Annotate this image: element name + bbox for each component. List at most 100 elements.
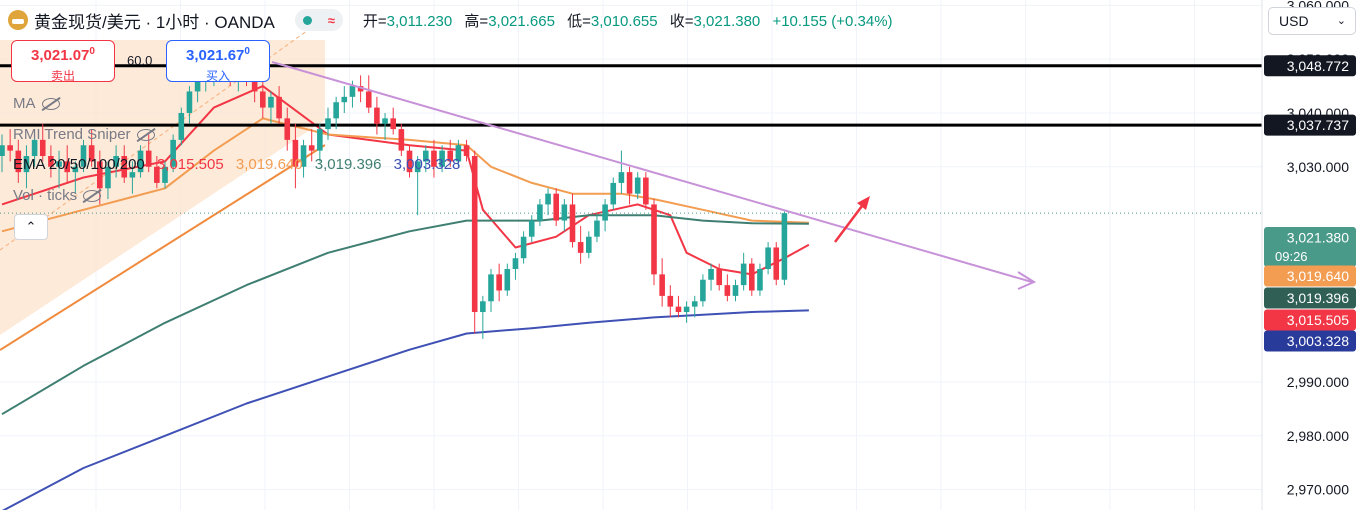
candle-body	[724, 285, 731, 296]
candle-body	[268, 96, 274, 108]
indicator-rmi-label: RMI Trend Sniper	[13, 126, 131, 143]
ema-label: EMA 20/50/100/200	[13, 156, 145, 173]
axis-tick-label: 2,970.000	[1287, 482, 1349, 498]
chevron-up-icon: ⌃	[25, 219, 37, 234]
candle-body	[423, 150, 429, 162]
candle-body	[317, 129, 323, 151]
candle-body	[757, 268, 763, 291]
market-status[interactable]: ≈	[294, 9, 343, 31]
currency-value: USD	[1279, 13, 1309, 29]
eye-hidden-icon[interactable]	[136, 128, 155, 141]
indicator-ema[interactable]: EMA 20/50/100/200 3,015.505 3,019.640 3,…	[13, 156, 468, 173]
candle-body	[56, 161, 62, 167]
candle-body	[105, 166, 111, 189]
eye-hidden-icon[interactable]	[83, 189, 102, 202]
candle-body	[740, 263, 747, 286]
candle-body	[7, 145, 13, 151]
candle-body	[414, 161, 421, 173]
candle-body	[72, 166, 79, 173]
ema-line	[1, 309, 809, 510]
candle-body	[80, 145, 87, 167]
candle-body	[447, 150, 454, 162]
candle-body	[325, 118, 331, 130]
candle-body	[0, 145, 5, 157]
candle-body	[178, 112, 185, 140]
candle-body	[15, 150, 22, 173]
candle-body	[594, 220, 600, 237]
indicator-vol[interactable]: Vol · ticks	[13, 187, 102, 204]
price-label-bg	[1264, 114, 1356, 136]
candle-body	[463, 145, 470, 157]
candle-body	[145, 150, 152, 167]
candle-body	[683, 306, 690, 313]
high-label: 高=	[464, 12, 489, 30]
candle-body	[48, 156, 54, 167]
candle-body	[643, 177, 649, 205]
candle-body	[528, 220, 535, 237]
indicator-rmi[interactable]: RMI Trend Sniper	[13, 126, 155, 143]
indicator-ma[interactable]: MA	[13, 95, 60, 112]
ema100-value: 3,019.396	[314, 156, 382, 173]
high-value: 3,021.665	[488, 12, 555, 30]
candle-body	[194, 75, 201, 92]
price-label-text: 3,037.737	[1287, 117, 1349, 133]
sell-price: 3,021.07	[31, 47, 90, 64]
currency-select[interactable]: USD ⌄	[1268, 7, 1356, 35]
candle-body	[398, 129, 405, 151]
symbol-title[interactable]: 黄金现货/美元 · 1小时 · OANDA	[34, 12, 275, 32]
buy-button[interactable]: 3,021.670 买入	[166, 40, 270, 83]
indicator-ma-label: MA	[13, 95, 36, 112]
candle-body	[113, 156, 119, 167]
candle-body	[431, 150, 437, 167]
candle-body	[97, 161, 103, 189]
price-label-text: 3,048.772	[1287, 58, 1349, 74]
candle-body	[300, 145, 307, 167]
candle-body	[390, 118, 396, 130]
candle-body	[716, 268, 722, 286]
buy-price: 3,021.67	[186, 47, 245, 64]
buy-label: 买入	[205, 69, 230, 83]
candle-body	[341, 96, 348, 103]
close-value: 3,021.380	[693, 12, 761, 30]
collapse-legend-button[interactable]: ⌃	[14, 214, 48, 240]
change-value: +10.155 (+0.34%)	[772, 12, 893, 30]
breakout-arrow-head	[857, 196, 870, 210]
eye-hidden-icon[interactable]	[41, 97, 60, 110]
candle-body	[162, 166, 168, 183]
price-label-bg	[1264, 287, 1356, 309]
sell-button[interactable]: 3,021.070 卖出	[11, 40, 115, 83]
candle-body	[64, 161, 70, 173]
candle-body	[333, 102, 339, 119]
candle-body	[284, 118, 291, 140]
realtime-wave-icon: ≈	[327, 12, 335, 28]
candle-body	[667, 295, 674, 307]
axis-tick-label: 3,030.000	[1287, 159, 1349, 175]
price-label-bg	[1264, 330, 1356, 352]
chevron-down-icon: ⌄	[1336, 15, 1346, 27]
ema-line	[1, 117, 809, 233]
drawings[interactable]	[271, 61, 1037, 290]
trend-arrow-head	[1017, 271, 1037, 290]
candle-body	[365, 91, 372, 108]
price-label-bg	[1264, 55, 1356, 77]
candle-body	[700, 279, 706, 302]
channel-lower-line	[0, 144, 326, 351]
candle-body	[374, 107, 380, 124]
candle-body	[308, 145, 315, 151]
buy-price-super: 0	[244, 46, 250, 57]
candle-body	[561, 204, 568, 221]
candle-body	[773, 247, 780, 280]
price-label-bg	[1264, 227, 1356, 267]
chart-header: 黄金现货/美元 · 1小时 · OANDA ≈ 开=3,011.230 高=3,…	[8, 9, 893, 32]
candle-body	[349, 86, 356, 97]
candle-body	[488, 274, 494, 302]
open-value: 3,011.230	[386, 12, 453, 30]
candle-body	[781, 213, 788, 280]
breakout-arrow	[834, 201, 866, 243]
candle-body	[504, 268, 511, 291]
candle-body	[651, 204, 657, 275]
candle-body	[121, 156, 128, 178]
candle-body	[31, 139, 38, 157]
price-label-text: 3,019.396	[1287, 290, 1349, 306]
